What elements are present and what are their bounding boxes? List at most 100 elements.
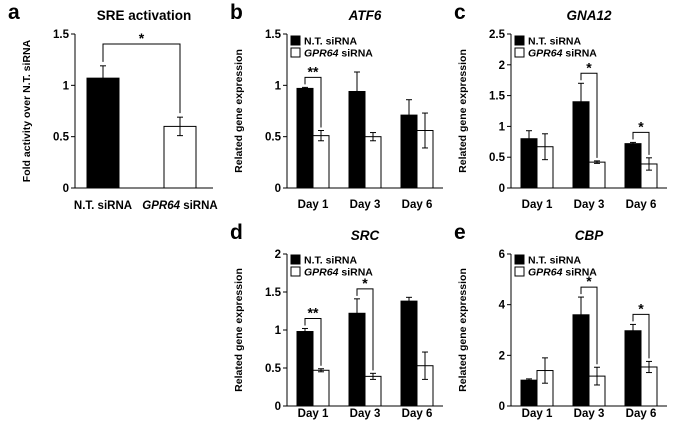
x-category-label: Day 6 (402, 408, 433, 420)
bar-d-1-1 (364, 375, 382, 407)
bar-e-2-0 (624, 330, 642, 407)
y-axis-label: Related gene expression (457, 49, 469, 173)
x-category-label: Day 1 (522, 199, 553, 211)
y-tick-label: 1 (275, 325, 282, 337)
significance-label: * (638, 300, 644, 316)
significance-label: * (139, 30, 145, 46)
legend-swatch (514, 47, 525, 58)
y-axis-label: Related gene expression (457, 268, 469, 392)
panel-letter-b: b (230, 1, 243, 24)
panel-title-a: SRE activation (97, 8, 192, 23)
x-category-label: GPR64 siRNA (142, 200, 217, 212)
y-tick-label: 0.5 (265, 132, 282, 144)
panel-title-d: SRC (351, 228, 380, 243)
legend-label: N.T. siRNA (304, 255, 358, 267)
y-axis-label: Fold activity over N.T. siRNA (21, 39, 33, 182)
panel-c: c GNA12 0 0.5 1 1.5 2 2.5 Related gene expressio… (454, 1, 667, 211)
y-tick-label: 4 (499, 300, 506, 312)
significance-label: * (638, 118, 644, 134)
x-category-label: Day 6 (626, 408, 657, 420)
legend-swatch (290, 266, 301, 277)
panel-title-b: ATF6 (348, 8, 382, 23)
bar-b-1-1 (364, 136, 382, 189)
bar-a-0-0 (86, 77, 120, 189)
panel-letter-e: e (454, 221, 466, 244)
y-tick-label: 0.5 (53, 132, 70, 144)
legend-swatch (514, 254, 525, 265)
panel-d: d SRC 0 0.5 1 1.5 2 Related gene expression Day … (230, 221, 443, 420)
significance-bracket (304, 76, 322, 128)
legend-swatch (514, 35, 525, 46)
x-category-label: Day 1 (298, 199, 329, 211)
significance-bracket (580, 72, 598, 158)
x-category-label: Day 6 (626, 199, 657, 211)
x-category-label: N.T. siRNA (74, 200, 132, 212)
y-tick-label: 1.5 (489, 91, 506, 103)
significance-bracket (580, 286, 598, 365)
legend-label: GPR64 siRNA (528, 267, 597, 279)
panel-title-e: CBP (575, 228, 604, 243)
y-tick-label: 1 (499, 121, 506, 133)
significance-bracket (102, 43, 181, 114)
y-tick-label: 6 (499, 249, 505, 261)
panel-e: e CBP 0 2 4 6 Related gene expression Day 1 Day … (454, 221, 667, 420)
bar-c-1-1 (588, 161, 606, 189)
significance-label: * (586, 59, 592, 75)
x-category-label: Day 3 (574, 408, 605, 420)
panel-letter-a: a (8, 1, 20, 24)
bar-b-0-0 (296, 87, 314, 189)
y-tick-label: 0 (275, 401, 281, 413)
legend-label: GPR64 siRNA (304, 267, 373, 279)
y-tick-label: 1 (275, 80, 282, 92)
significance-label: ** (308, 304, 319, 320)
y-axis-label: Related gene expression (233, 49, 245, 173)
significance-bracket (632, 131, 650, 155)
panel-title-c: GNA12 (566, 8, 612, 23)
y-tick-label: 1 (63, 80, 70, 92)
x-category-label: Day 3 (350, 408, 381, 420)
panel-b: b ATF6 0 0.5 1 1.5 Related gene expression Day … (230, 1, 443, 211)
bar-d-2-0 (400, 300, 418, 407)
y-tick-label: 1.5 (265, 287, 282, 299)
bar-e-0-0 (520, 379, 538, 407)
legend-label: N.T. siRNA (528, 255, 582, 267)
y-tick-label: 1.5 (265, 29, 282, 41)
y-axis-label: Related gene expression (233, 268, 245, 392)
significance-label: * (586, 273, 592, 289)
significance-bracket (632, 313, 650, 359)
significance-label: * (362, 275, 368, 291)
y-tick-label: 2 (275, 249, 281, 261)
legend-swatch (290, 254, 301, 265)
legend-swatch (290, 35, 301, 46)
panel-letter-c: c (454, 1, 466, 24)
bar-d-0-1 (312, 369, 330, 407)
legend-label: N.T. siRNA (304, 36, 358, 48)
legend-label: GPR64 siRNA (304, 48, 373, 60)
significance-bracket (356, 288, 374, 371)
significance-label: ** (308, 63, 319, 79)
y-tick-label: 2 (499, 60, 505, 72)
x-category-label: Day 3 (574, 199, 605, 211)
y-tick-label: 0.5 (489, 152, 506, 164)
y-tick-label: 0 (275, 183, 281, 195)
y-tick-label: 2.5 (489, 29, 506, 41)
y-tick-label: 0.5 (265, 363, 282, 375)
bar-b-0-1 (312, 135, 330, 189)
legend-swatch (290, 47, 301, 58)
significance-bracket (304, 317, 322, 366)
legend-label: N.T. siRNA (528, 36, 582, 48)
bar-c-2-0 (624, 143, 642, 189)
legend-label: GPR64 siRNA (528, 48, 597, 60)
y-tick-label: 0 (499, 401, 505, 413)
x-category-label: Day 3 (350, 199, 381, 211)
x-category-label: Day 1 (522, 408, 553, 420)
y-tick-label: 0 (63, 183, 69, 195)
panel-a: a SRE activation 0 0.5 1 1.5 Fold activity ove… (8, 1, 218, 212)
x-category-label: Day 1 (298, 408, 329, 420)
x-category-label: Day 6 (402, 199, 433, 211)
y-tick-label: 0 (499, 183, 505, 195)
y-tick-label: 2 (499, 350, 505, 362)
panel-letter-d: d (230, 221, 243, 244)
y-tick-label: 1.5 (53, 29, 70, 41)
